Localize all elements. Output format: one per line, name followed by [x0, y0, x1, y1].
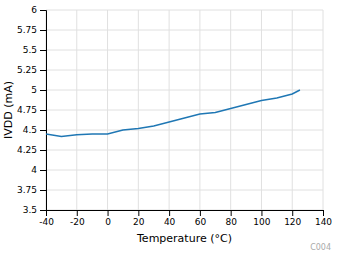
tick-mark: [40, 110, 46, 111]
x-axis: -40 -20 0 20 40 60 80 100 120 140: [39, 210, 332, 227]
tick: 120: [284, 210, 301, 227]
tick-mark: [40, 190, 46, 191]
grid-line: [46, 10, 323, 11]
tick-mark: [40, 90, 46, 91]
tick-mark: [40, 50, 46, 51]
tick-label: 120: [284, 217, 301, 227]
tick-mark: [40, 170, 46, 171]
tick-label: 80: [225, 217, 237, 227]
y-axis-title: IVDD (mA): [2, 81, 15, 139]
grid-line: [46, 70, 323, 71]
grid-line: [46, 130, 323, 131]
tick: 40: [164, 210, 176, 227]
tick-mark: [261, 210, 262, 216]
grid-line: [46, 30, 323, 31]
tick-mark: [40, 30, 46, 31]
grid-line: [46, 90, 323, 91]
tick: 20: [133, 210, 145, 227]
tick-mark: [40, 210, 46, 211]
tick: 4: [31, 165, 46, 175]
plot: -40 -20 0 20 40 60 80 100 120 140 3.5 3.75 4 4.25 4.5 4…: [17, 5, 332, 227]
grid-line: [46, 170, 323, 171]
tick: 4.75: [17, 105, 46, 115]
annotation: C004: [310, 243, 331, 252]
tick-label: -40: [39, 217, 54, 227]
tick: 4.25: [17, 145, 46, 155]
tick-mark: [40, 150, 46, 151]
tick-label: 4: [31, 165, 37, 175]
tick: 60: [195, 210, 207, 227]
grid: [46, 10, 323, 210]
tick-mark: [138, 210, 139, 216]
tick-mark: [40, 130, 46, 131]
tick: 3.75: [17, 185, 46, 195]
tick-label: -20: [70, 217, 85, 227]
tick: 0: [105, 210, 111, 227]
tick: 3.5: [23, 205, 46, 215]
tick-mark: [169, 210, 170, 216]
tick-label: 3.75: [17, 185, 37, 195]
tick-label: 5.75: [17, 25, 37, 35]
grid-line: [46, 110, 323, 111]
axis-line: [40, 11, 47, 211]
x-axis-title: Temperature (°C): [136, 232, 232, 245]
tick-label: 0: [105, 217, 111, 227]
tick: 6: [31, 5, 46, 15]
marks: [46, 90, 300, 136]
tick: -40: [39, 210, 54, 227]
tick-label: 40: [164, 217, 176, 227]
tick: 5.75: [17, 25, 46, 35]
tick: 5.25: [17, 65, 46, 75]
axis-line: [47, 211, 324, 217]
tick-mark: [323, 210, 324, 216]
tick: 100: [253, 210, 270, 227]
tick-label: 4.5: [23, 125, 37, 135]
tick-mark: [77, 210, 78, 216]
tick: 5: [31, 85, 46, 95]
tick-label: 60: [195, 217, 207, 227]
grid-line: [46, 190, 323, 191]
tick: 80: [225, 210, 237, 227]
tick-label: 4.75: [17, 105, 37, 115]
tick-mark: [108, 210, 109, 216]
tick: 5.5: [23, 45, 46, 55]
tick-label: 5: [31, 85, 37, 95]
tick-label: 6: [31, 5, 37, 15]
y-axis: 3.5 3.75 4 4.25 4.5 4.75 5 5.25 5.5 5.75 6: [17, 5, 47, 215]
line: [46, 90, 300, 136]
tick-label: 20: [133, 217, 145, 227]
tick-mark: [231, 210, 232, 216]
grid-line: [46, 150, 323, 151]
grid-line: [46, 50, 323, 51]
chart: -40 -20 0 20 40 60 80 100 120 140 3.5 3.75 4 4.25 4.5 4…: [0, 0, 337, 254]
tick-label: 3.5: [23, 205, 37, 215]
tick-mark: [292, 210, 293, 216]
tick-mark: [200, 210, 201, 216]
tick: -20: [70, 210, 85, 227]
tick-label: 4.25: [17, 145, 37, 155]
tick-label: 140: [315, 217, 332, 227]
tick-mark: [40, 10, 46, 11]
tick-label: 5.5: [23, 45, 37, 55]
tick-mark: [40, 70, 46, 71]
tick-label: 100: [253, 217, 270, 227]
tick: 140: [315, 210, 332, 227]
tick-label: 5.25: [17, 65, 37, 75]
tick: 4.5: [23, 125, 46, 135]
